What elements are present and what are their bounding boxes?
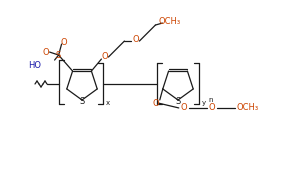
Text: S: S [56, 51, 61, 60]
Text: O: O [101, 52, 108, 61]
Text: y: y [202, 100, 206, 106]
Text: S: S [80, 96, 85, 105]
Text: OCH₃: OCH₃ [158, 17, 181, 26]
Text: O: O [42, 47, 49, 56]
Text: O: O [153, 99, 159, 108]
Text: S: S [175, 96, 181, 105]
Text: O: O [132, 35, 139, 44]
Text: O: O [181, 103, 187, 112]
Text: x: x [106, 100, 110, 106]
Text: n: n [208, 97, 212, 103]
Text: OCH₃: OCH₃ [237, 103, 259, 112]
Text: HO: HO [29, 61, 41, 70]
Text: O: O [208, 103, 215, 112]
Text: O: O [60, 38, 67, 47]
